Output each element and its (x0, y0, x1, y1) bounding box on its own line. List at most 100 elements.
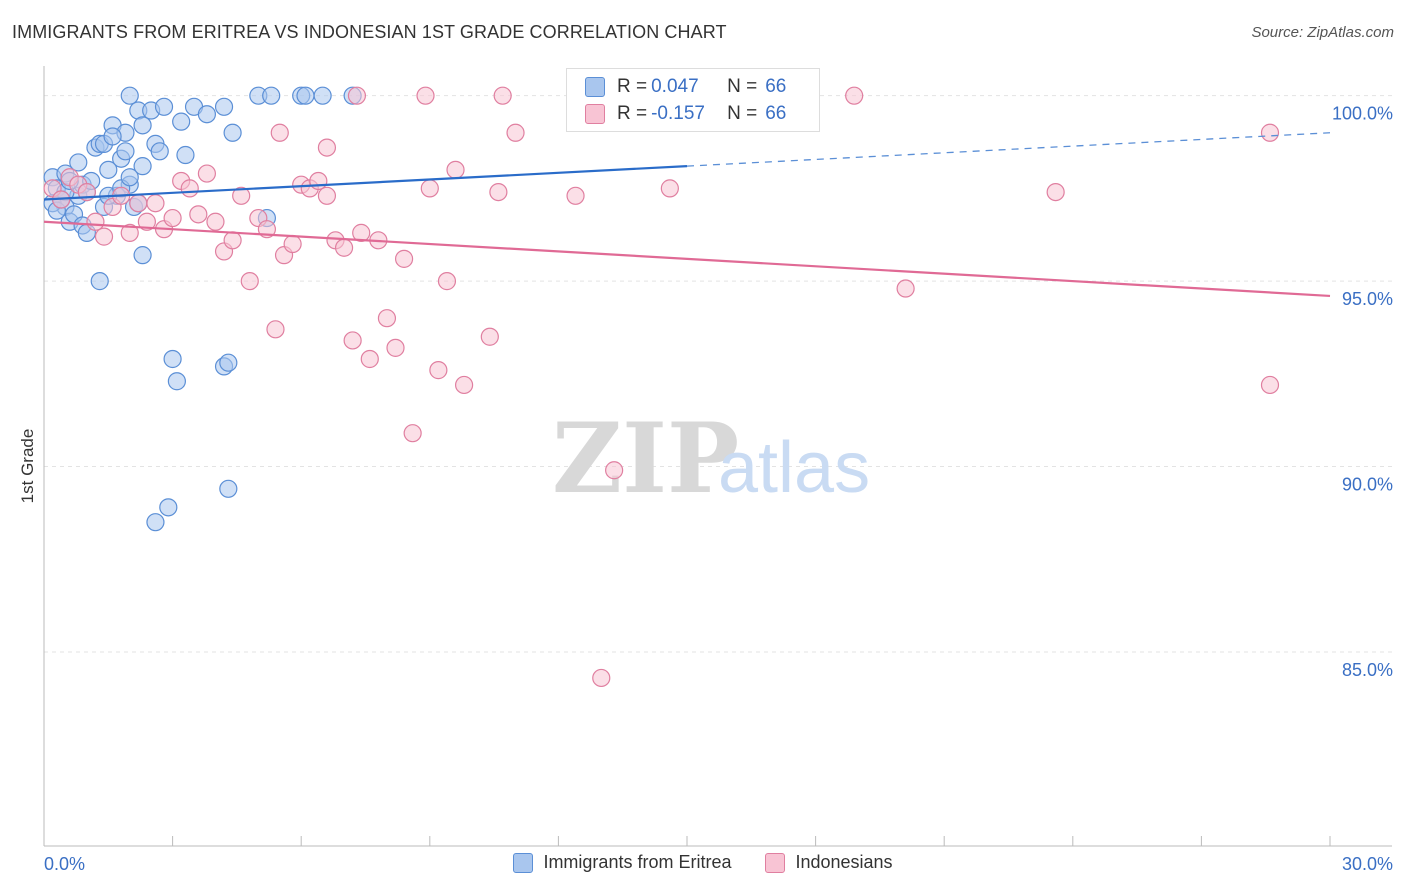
eritrea-point (133, 246, 152, 265)
indonesians-point (129, 194, 148, 213)
eritrea-point (219, 353, 238, 372)
indonesians-point (317, 186, 337, 205)
legend-r-value: 0.047 (651, 76, 699, 97)
eritrea-point (176, 145, 195, 165)
indonesians-point (240, 272, 259, 291)
series-legend: Immigrants from Eritrea Indonesians (0, 852, 1406, 873)
legend-r-label: R = (617, 103, 648, 124)
indonesians-point (1260, 123, 1280, 142)
legend-r-label: R = (617, 76, 648, 97)
legend-r-value: -0.157 (651, 103, 705, 124)
indonesians-point (660, 179, 679, 198)
indonesians-point (334, 238, 354, 257)
legend-label-indonesians: Indonesians (795, 852, 893, 872)
eritrea-point (167, 372, 186, 391)
indonesians-point (394, 249, 414, 268)
indonesians-point (420, 179, 439, 198)
y-tick-label: 95.0% (1342, 289, 1393, 309)
eritrea-trend-line (43, 165, 688, 201)
legend-n-label: N = (727, 76, 758, 97)
eritrea-point (296, 86, 315, 105)
indonesians-point (429, 361, 448, 380)
indonesians-point (454, 375, 474, 395)
legend-swatch-indonesians (585, 104, 605, 124)
eritrea-point (313, 86, 332, 105)
y-tick-label: 85.0% (1342, 660, 1393, 680)
watermark: ZIP atlas (552, 402, 870, 515)
tick-labels: 100.0% 95.0% 90.0% 85.0% 0.0% 30.0% (44, 104, 1393, 874)
indonesians-point (386, 338, 405, 357)
indonesians-point (189, 205, 208, 224)
indonesians-point (180, 179, 199, 198)
indonesians-point (845, 86, 864, 105)
eritrea-point (116, 142, 135, 161)
indonesians-point (489, 182, 508, 202)
indonesians-point (94, 227, 114, 246)
eritrea-point (154, 97, 174, 116)
indonesians-point (266, 320, 285, 339)
source-label: Source: ZipAtlas.com (1251, 24, 1394, 41)
eritrea-trend-extension (686, 132, 1331, 167)
indonesians-point (146, 194, 165, 213)
watermark-zip: ZIP (552, 402, 739, 515)
legend-n-value: 66 (765, 103, 787, 124)
legend-item-eritrea: Immigrants from Eritrea (513, 852, 731, 873)
indonesians-point (352, 223, 371, 242)
indonesians-point (347, 86, 367, 105)
indonesians-point (163, 208, 182, 228)
legend-row-eritrea: R = 0.047 N = 66 (585, 74, 786, 100)
eritrea-point (172, 112, 191, 131)
indonesians-point (343, 331, 362, 350)
eritrea-point (120, 86, 139, 105)
eritrea-point (69, 153, 88, 172)
indonesians-point (480, 327, 499, 346)
eritrea-point (150, 142, 169, 161)
indonesians-point (197, 164, 216, 183)
indonesians-point (416, 86, 435, 105)
axes (43, 66, 1392, 847)
watermark-atlas: atlas (718, 428, 870, 508)
indonesians-point (377, 309, 397, 328)
legend-item-indonesians: Indonesians (765, 852, 893, 873)
eritrea-point (219, 479, 238, 498)
indonesians-point (283, 234, 302, 254)
chart-title: IMMIGRANTS FROM ERITREA VS INDONESIAN 1S… (12, 22, 727, 42)
indonesians-point (403, 424, 422, 443)
eritrea-point (223, 123, 242, 142)
legend-n-value: 66 (765, 76, 787, 97)
eritrea-point (262, 86, 281, 105)
indonesians-point (360, 349, 379, 369)
legend-n-label: N = (727, 103, 758, 124)
legend-label-eritrea: Immigrants from Eritrea (543, 852, 732, 872)
indonesians-point (120, 223, 139, 242)
legend-swatch-indonesians (765, 852, 786, 873)
indonesians-point (437, 272, 457, 291)
legend-row-indonesians: R = -0.157 N = 66 (585, 101, 786, 127)
eritrea-point (120, 168, 139, 187)
indonesians-point (137, 212, 156, 231)
eritrea-point (146, 513, 165, 532)
correlation-legend: R = 0.047 N = 66 R = -0.157 N = 66 (566, 68, 820, 132)
trend-lines (43, 132, 1331, 298)
grid-lines (44, 95, 1392, 653)
indonesians-point (317, 138, 337, 157)
indonesians-point (206, 212, 225, 231)
y-tick-label: 90.0% (1342, 475, 1393, 495)
eritrea-point (163, 349, 182, 369)
indonesians-point (232, 186, 251, 205)
indonesians-point (896, 279, 915, 298)
eritrea-point (103, 127, 122, 146)
indonesians-point (86, 212, 105, 231)
indonesians-point (566, 186, 585, 205)
eritrea-point (90, 272, 109, 291)
indonesians-trend-line (43, 220, 1331, 298)
indonesians-point (506, 123, 525, 142)
data-points (43, 86, 1280, 688)
legend-swatch-eritrea (585, 77, 605, 97)
indonesians-point (605, 461, 624, 480)
indonesians-point (309, 171, 328, 191)
indonesians-point (592, 668, 611, 688)
eritrea-point (214, 97, 234, 116)
eritrea-point (197, 105, 216, 124)
